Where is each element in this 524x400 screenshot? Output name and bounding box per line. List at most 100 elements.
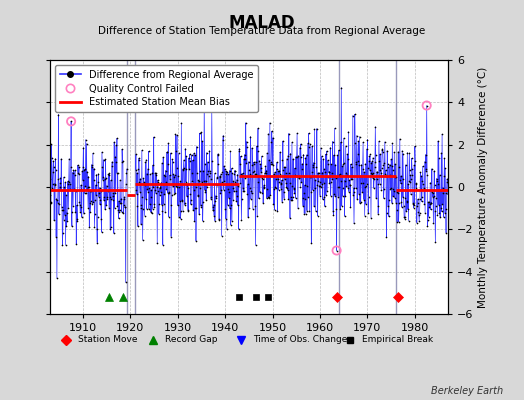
Point (309, 162, 317, 168)
Point (302, 160, 310, 167)
Point (252, 242, 260, 248)
Point (356, 200, 364, 206)
Point (379, 161, 387, 168)
Point (146, 201, 154, 207)
Point (177, 208, 185, 214)
Point (273, 208, 281, 214)
Point (325, 180, 334, 186)
Point (355, 191, 363, 197)
Point (57, 187, 65, 193)
Point (60, 184, 69, 190)
Point (205, 181, 213, 187)
Point (257, 165, 265, 171)
Point (135, 178, 144, 185)
Point (265, 194, 274, 200)
Point (312, 164, 321, 170)
Point (253, 143, 261, 150)
Point (409, 200, 418, 207)
Point (134, 166, 143, 172)
Point (215, 217, 223, 223)
Point (398, 194, 407, 200)
Point (242, 160, 250, 166)
Point (120, 194, 128, 200)
Point (204, 172, 213, 179)
Point (273, 159, 281, 166)
Point (319, 180, 328, 186)
Point (420, 185, 428, 192)
Point (144, 148, 152, 154)
Point (291, 195, 300, 201)
Point (384, 160, 392, 167)
Point (317, 183, 325, 190)
Point (355, 133, 364, 140)
Point (359, 139, 367, 146)
Point (411, 158, 419, 164)
Point (151, 190, 160, 196)
Point (336, 206, 344, 212)
Point (307, 174, 315, 180)
Point (417, 198, 425, 205)
Point (423, 223, 432, 229)
Point (404, 181, 412, 188)
Point (376, 151, 384, 157)
Point (359, 180, 368, 187)
Point (173, 184, 182, 190)
Point (432, 175, 441, 182)
Point (393, 188, 401, 195)
Point (359, 196, 368, 203)
Point (395, 164, 403, 170)
Point (350, 185, 358, 192)
Point (425, 200, 434, 207)
Point (139, 205, 147, 212)
Point (286, 150, 294, 157)
Point (383, 148, 391, 154)
Point (345, 177, 354, 184)
Point (182, 153, 190, 160)
Point (104, 172, 113, 178)
Point (335, 172, 343, 178)
Point (323, 148, 331, 154)
Point (369, 185, 378, 191)
Point (323, 174, 332, 180)
Point (152, 171, 161, 178)
Point (49, 169, 57, 176)
Point (152, 184, 161, 190)
Point (352, 161, 361, 168)
Point (385, 213, 393, 220)
Point (184, 184, 192, 191)
Point (240, 188, 248, 194)
Point (100, 156, 108, 163)
Point (226, 222, 235, 228)
Point (269, 171, 278, 178)
Point (249, 206, 257, 212)
Point (188, 178, 196, 184)
Point (309, 164, 318, 170)
Point (209, 203, 217, 210)
Point (64, 204, 72, 211)
Point (321, 169, 330, 175)
Point (71, 209, 80, 216)
Point (435, 155, 443, 162)
Point (148, 170, 156, 176)
Point (256, 161, 265, 167)
Point (85, 200, 94, 206)
Point (337, 84, 345, 91)
Point (324, 157, 332, 164)
Point (363, 136, 372, 143)
Point (105, 170, 114, 177)
Point (338, 163, 346, 169)
Point (160, 191, 169, 197)
Point (114, 170, 122, 176)
Point (266, 120, 274, 126)
Point (397, 173, 405, 179)
Point (261, 163, 270, 169)
Point (110, 139, 118, 145)
Point (276, 180, 285, 186)
Point (178, 197, 186, 203)
Point (137, 221, 145, 228)
Point (245, 204, 254, 211)
Point (96, 187, 105, 194)
Point (188, 170, 196, 176)
Point (67, 118, 75, 124)
Point (233, 193, 241, 199)
